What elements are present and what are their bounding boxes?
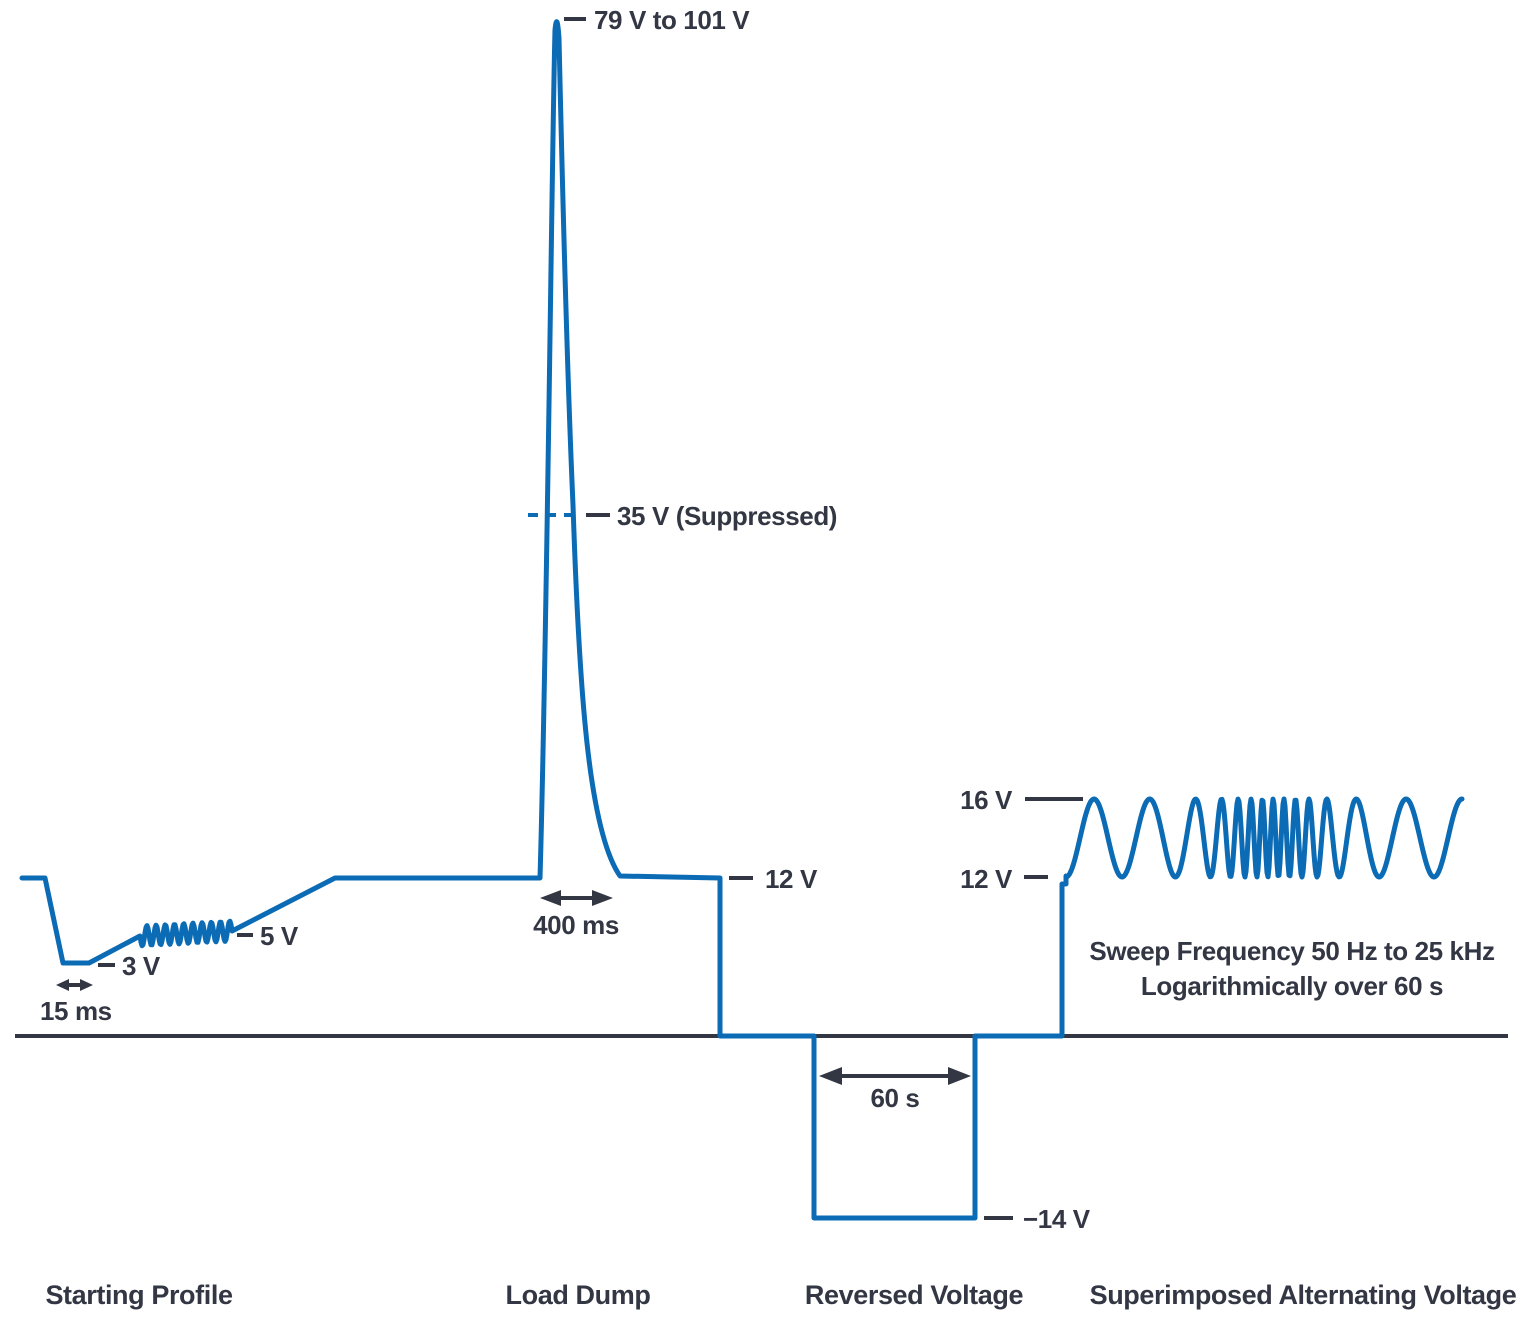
nominal-12v-label: 12 V <box>765 864 818 894</box>
arrow-left-head <box>540 890 561 906</box>
peak-range-label: 79 V to 101 V <box>594 5 750 35</box>
dump-duration-label: 400 ms <box>533 910 619 940</box>
start-3v-label: 3 V <box>122 951 161 981</box>
sweep-frequency-line2: Logarithmically over 60 s <box>1141 971 1443 1001</box>
dump-duration-arrow <box>540 890 613 906</box>
arrow-left-head <box>56 979 69 991</box>
dip-duration-label: 15 ms <box>40 996 112 1026</box>
reverse-duration-arrow <box>819 1067 971 1085</box>
reverse-duration-label: 60 s <box>870 1083 919 1113</box>
arrow-left-head <box>819 1067 842 1085</box>
arrow-right-head <box>592 890 613 906</box>
reverse-level-label: −14 V <box>1023 1204 1091 1234</box>
start-5v-label: 5 V <box>260 921 299 951</box>
section-label-starting-profile: Starting Profile <box>45 1280 233 1310</box>
sweep-frequency-line1: Sweep Frequency 50 Hz to 25 kHz <box>1089 936 1495 966</box>
suppressed-level-label: 35 V (Suppressed) <box>617 501 837 531</box>
waveform-trace <box>19 19 1465 1221</box>
arrow-right-head <box>948 1067 971 1085</box>
section-label-load-dump: Load Dump <box>506 1280 651 1310</box>
arrow-right-head <box>80 979 93 991</box>
section-label-superimposed-alternating-voltage: Superimposed Alternating Voltage <box>1090 1280 1517 1310</box>
sav-12v-label: 12 V <box>960 864 1013 894</box>
dip-duration-arrow <box>56 979 93 991</box>
section-label-reversed-voltage: Reversed Voltage <box>805 1280 1024 1310</box>
sav-16v-label: 16 V <box>960 785 1013 815</box>
